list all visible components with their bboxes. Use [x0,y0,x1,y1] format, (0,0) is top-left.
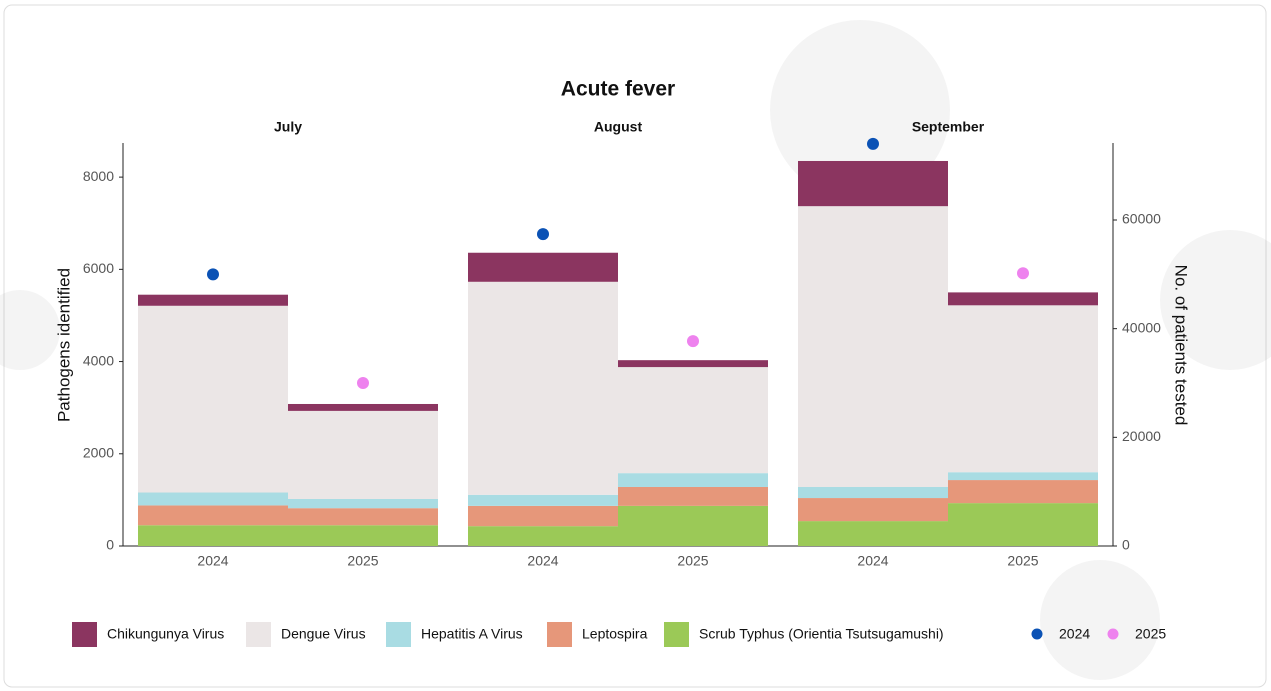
bar-segment [948,480,1098,503]
bar-segment [288,508,438,525]
legend-label: Chikungunya Virus [107,626,224,642]
y2-tick-label: 20000 [1122,428,1161,444]
bar-segment [288,499,438,508]
y2-tick-label: 60000 [1122,211,1161,227]
bar-segment [288,411,438,499]
bar-segment [138,295,288,306]
point [537,228,549,240]
legend-swatch [386,622,411,647]
bar-segment [618,473,768,487]
y2-axis-label: No. of patients tested [1172,265,1191,426]
bar-segment [948,503,1098,546]
legend-swatch [246,622,271,647]
bar-segment [618,367,768,473]
chart-title: Acute fever [561,78,675,101]
y-tick-label: 8000 [83,168,114,184]
point [1017,267,1029,279]
bar-segment [948,305,1098,472]
bar-segment [798,521,948,546]
chart: Acute fever Pathogens identified No. of … [0,0,1271,691]
bar-segment [618,506,768,546]
bar-segment [798,161,948,206]
legend-swatch [547,622,572,647]
y-tick-label: 6000 [83,260,114,276]
point [687,335,699,347]
bar-segment [798,487,948,498]
bar-segment [468,526,618,546]
bar-segment [288,404,438,411]
bar-segment [138,493,288,506]
bar-segment [618,360,768,367]
y2-tick-label: 40000 [1122,319,1161,335]
y2-tick-label: 0 [1122,537,1130,553]
bar-segment [948,292,1098,305]
legend-swatch [664,622,689,647]
y-axis-label: Pathogens identified [54,268,73,422]
x-tick-label: 2025 [677,553,708,569]
facet-label: July [274,119,302,135]
bar-segment [468,282,618,495]
legend-label: 2024 [1059,626,1090,642]
legend-dot [1032,629,1043,640]
bar-segment [138,525,288,546]
x-tick-label: 2024 [527,553,558,569]
bar-segment [798,206,948,487]
legend-label: Scrub Typhus (Orientia Tsutsugamushi) [699,626,944,642]
bar-segment [798,498,948,521]
legend-dot [1108,629,1119,640]
y-tick-label: 2000 [83,444,114,460]
bar-segment [948,472,1098,480]
bar-segment [618,487,768,506]
point [207,268,219,280]
facet-label: September [912,119,985,135]
x-tick-label: 2024 [197,553,228,569]
bar-segment [468,506,618,526]
legend-swatch [72,622,97,647]
x-tick-label: 2024 [857,553,888,569]
y-tick-label: 0 [106,537,114,553]
facet-label: August [594,119,643,135]
legend-label: Dengue Virus [281,626,366,642]
x-tick-label: 2025 [1007,553,1038,569]
legend-label: Hepatitis A Virus [421,626,523,642]
bar-segment [288,525,438,546]
legend-label: 2025 [1135,626,1166,642]
bar-segment [138,505,288,525]
legend-label: Leptospira [582,626,648,642]
y-tick-label: 4000 [83,352,114,368]
point [357,377,369,389]
point [867,138,879,150]
bar-segment [468,495,618,506]
x-tick-label: 2025 [347,553,378,569]
bar-segment [138,306,288,493]
bar-segment [468,253,618,282]
